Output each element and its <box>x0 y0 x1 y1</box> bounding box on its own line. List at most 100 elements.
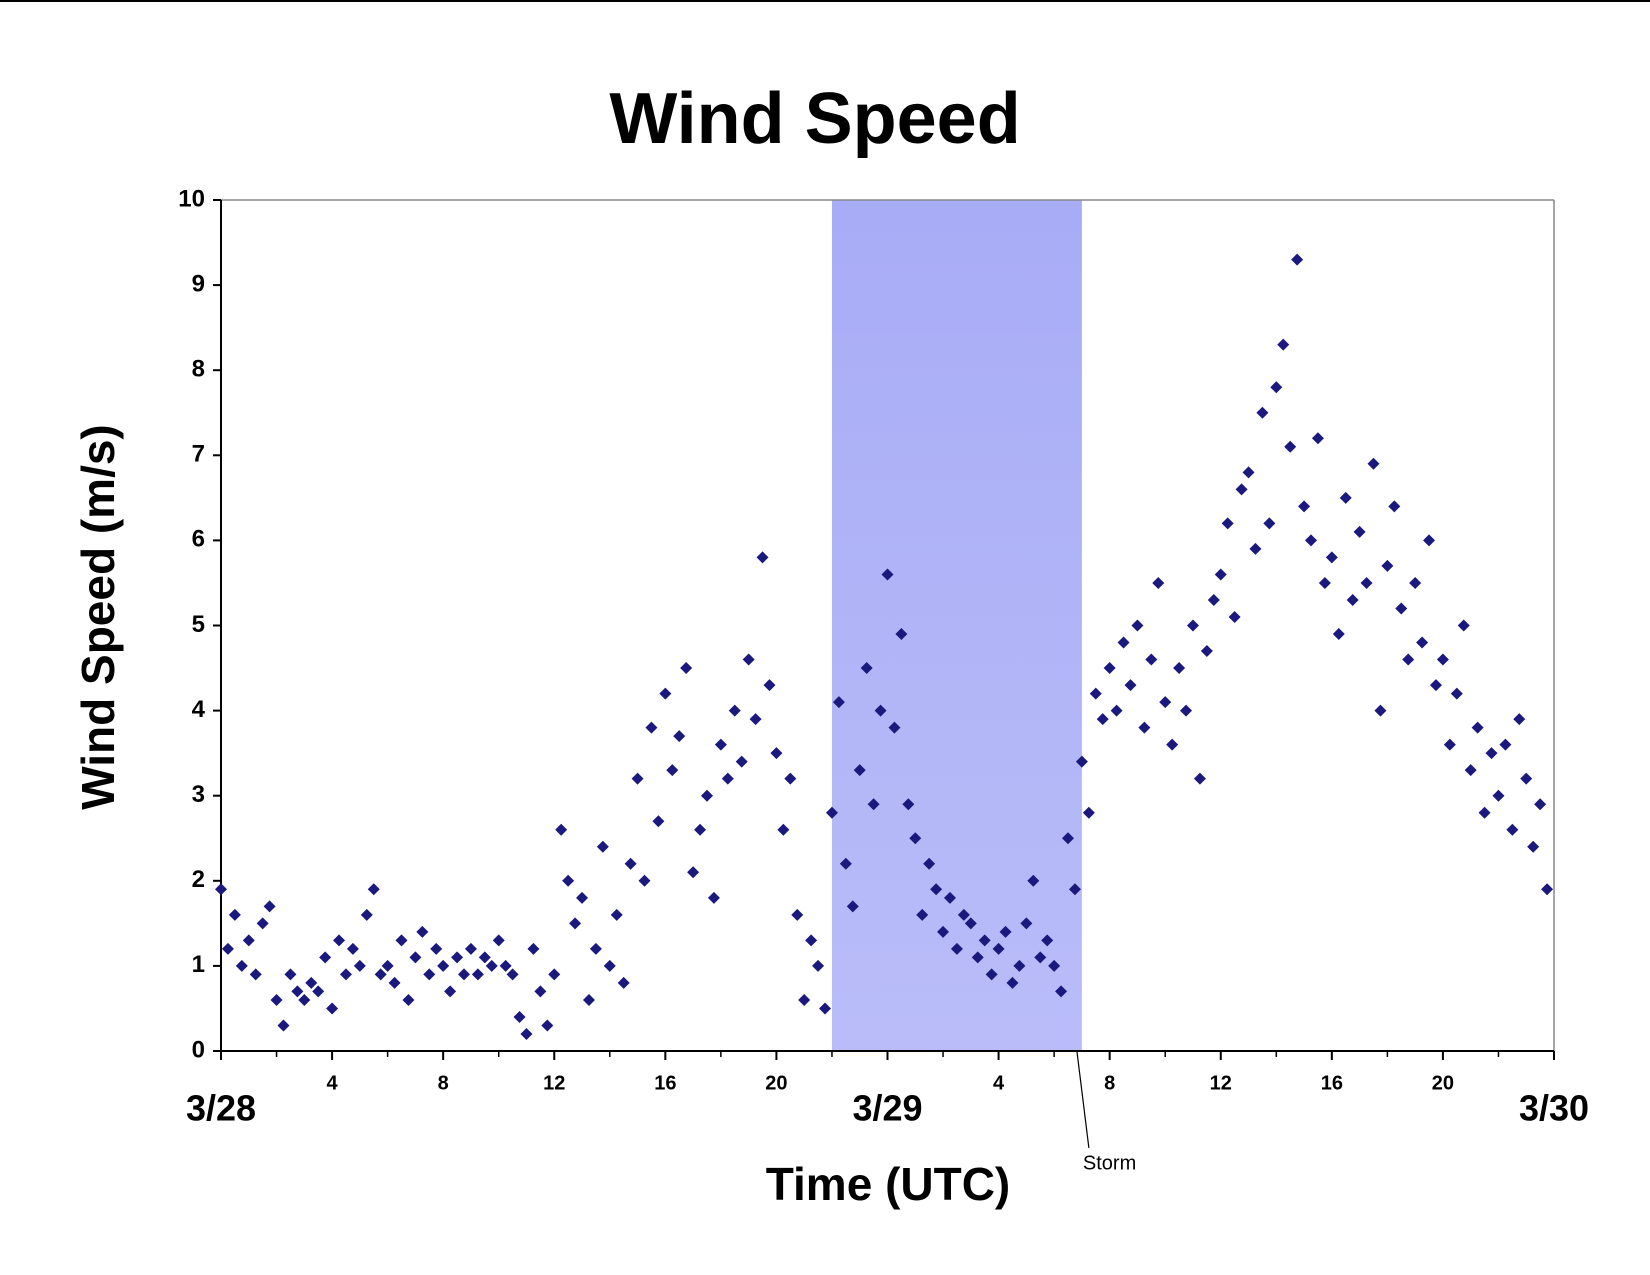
data-point <box>1186 619 1199 632</box>
x-date-label: 3/28 <box>186 1088 256 1129</box>
data-point <box>249 968 262 981</box>
data-point <box>812 959 825 972</box>
data-point <box>1457 619 1470 632</box>
data-point <box>1416 636 1429 649</box>
data-point <box>1485 747 1498 760</box>
data-point <box>930 883 943 896</box>
data-point <box>1450 687 1463 700</box>
data-point <box>1207 593 1220 606</box>
data-point <box>1527 840 1540 853</box>
data-point <box>569 917 582 930</box>
data-point <box>617 976 630 989</box>
data-point <box>1478 806 1491 819</box>
data-point <box>777 823 790 836</box>
data-point <box>860 662 873 675</box>
data-point <box>1062 832 1075 845</box>
data-point <box>346 942 359 955</box>
data-point <box>541 1019 554 1032</box>
x-tick-label: 4 <box>993 1072 1005 1094</box>
y-tick-label: 1 <box>192 951 205 978</box>
data-point <box>638 874 651 887</box>
data-point <box>464 942 477 955</box>
data-point <box>499 959 512 972</box>
data-point <box>589 942 602 955</box>
data-point <box>256 917 269 930</box>
data-point <box>1159 696 1172 709</box>
data-point <box>798 993 811 1006</box>
data-point <box>673 730 686 743</box>
data-point <box>1249 542 1262 555</box>
data-point <box>1242 466 1255 479</box>
data-point <box>1353 525 1366 538</box>
data-point <box>367 883 380 896</box>
data-point <box>1534 798 1547 811</box>
data-point <box>339 968 352 981</box>
data-point <box>506 968 519 981</box>
data-point <box>582 993 595 1006</box>
data-point <box>312 985 325 998</box>
data-point <box>749 713 762 726</box>
data-point <box>881 568 894 581</box>
data-point <box>1048 959 1061 972</box>
data-point <box>270 993 283 1006</box>
data-point <box>950 942 963 955</box>
storm-band <box>831 200 1082 1051</box>
data-point <box>388 976 401 989</box>
data-point <box>1374 704 1387 717</box>
data-point <box>971 951 984 964</box>
data-point <box>1075 755 1088 768</box>
data-point <box>763 679 776 692</box>
data-point <box>242 934 255 947</box>
data-point <box>437 959 450 972</box>
data-point <box>298 993 311 1006</box>
data-point <box>1339 491 1352 504</box>
data-point <box>1103 662 1116 675</box>
data-point <box>1089 687 1102 700</box>
data-point <box>1082 806 1095 819</box>
data-point <box>360 908 373 921</box>
data-point <box>978 934 991 947</box>
data-point <box>235 959 248 972</box>
data-point <box>1055 985 1068 998</box>
data-point <box>1409 576 1422 589</box>
data-point <box>937 925 950 938</box>
data-point <box>451 951 464 964</box>
x-tick-label: 12 <box>543 1072 565 1094</box>
x-axis-title: Time (UTC) <box>766 1158 1011 1210</box>
data-point <box>1200 645 1213 658</box>
data-point <box>1277 338 1290 351</box>
data-point <box>457 968 470 981</box>
data-point <box>381 959 394 972</box>
data-point <box>645 721 658 734</box>
data-point <box>1381 559 1394 572</box>
data-point <box>1166 738 1179 751</box>
x-tick-label: 8 <box>438 1072 449 1094</box>
data-point <box>221 942 234 955</box>
data-point <box>721 772 734 785</box>
y-tick-label: 8 <box>192 356 205 383</box>
x-tick-label: 4 <box>327 1072 339 1094</box>
data-point <box>1311 432 1324 445</box>
data-point <box>1388 500 1401 513</box>
data-point <box>1305 534 1318 547</box>
x-tick-label: 16 <box>654 1072 676 1094</box>
data-point <box>284 968 297 981</box>
data-point <box>1006 976 1019 989</box>
data-point <box>610 908 623 921</box>
data-point <box>770 747 783 760</box>
data-point <box>791 908 804 921</box>
data-point <box>353 959 366 972</box>
x-tick-label: 20 <box>765 1072 787 1094</box>
data-point <box>839 857 852 870</box>
data-point <box>319 951 332 964</box>
data-point <box>1027 874 1040 887</box>
data-point <box>478 951 491 964</box>
data-point <box>596 840 609 853</box>
y-tick-label: 2 <box>192 866 205 893</box>
data-point <box>485 959 498 972</box>
data-point <box>1013 959 1026 972</box>
data-point <box>902 798 915 811</box>
y-tick-label: 5 <box>192 611 205 638</box>
y-tick-label: 0 <box>192 1036 205 1063</box>
